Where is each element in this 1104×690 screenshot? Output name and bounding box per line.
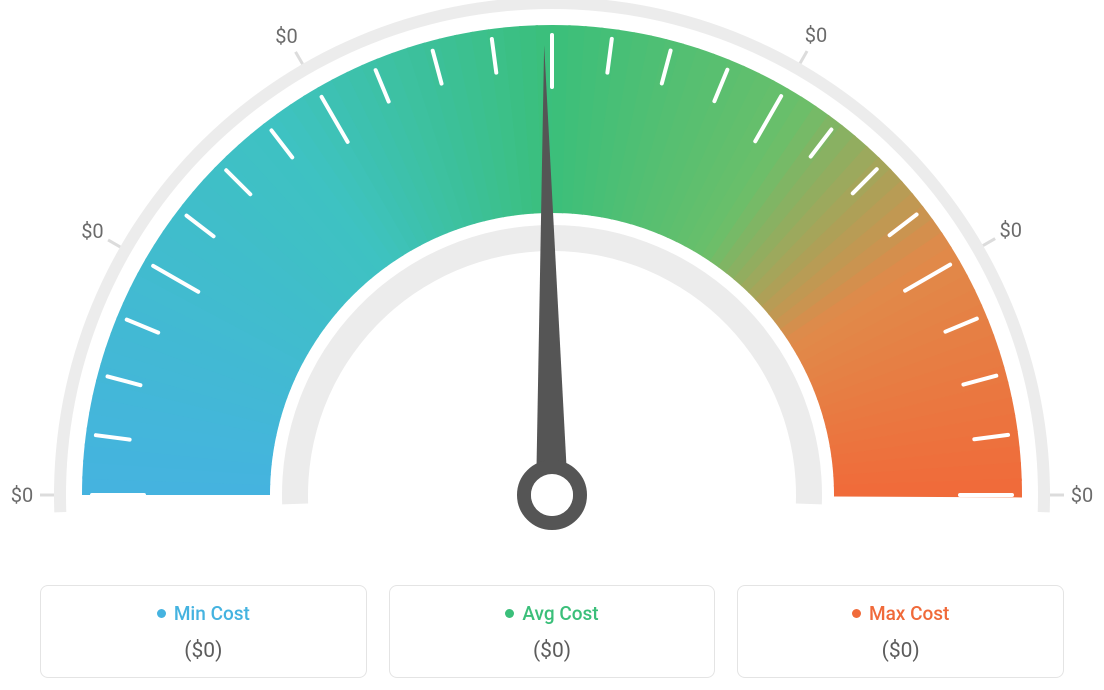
gauge-tick-label: $0 <box>805 23 827 47</box>
cost-gauge: $0$0$0$0$0$0$0 <box>0 0 1104 560</box>
dot-icon <box>852 609 861 618</box>
legend-row: Min Cost ($0) Avg Cost ($0) Max Cost ($0… <box>40 585 1064 678</box>
legend-label: Max Cost <box>869 602 949 625</box>
dot-icon <box>505 609 514 618</box>
gauge-tick-label: $0 <box>81 219 103 243</box>
legend-value-avg: ($0) <box>400 639 705 663</box>
legend-label: Min Cost <box>174 602 250 625</box>
gauge-tick-label: $0 <box>11 483 33 507</box>
legend-card-min: Min Cost ($0) <box>40 585 367 678</box>
gauge-tick-label: $0 <box>999 218 1021 242</box>
dot-icon <box>157 609 166 618</box>
legend-title-min: Min Cost <box>157 602 250 625</box>
legend-label: Avg Cost <box>522 602 598 625</box>
gauge-svg <box>0 0 1104 560</box>
legend-value-max: ($0) <box>748 639 1053 663</box>
gauge-tick-label: $0 <box>1071 483 1093 507</box>
gauge-tick-label: $0 <box>275 24 297 48</box>
legend-card-avg: Avg Cost ($0) <box>389 585 716 678</box>
legend-card-max: Max Cost ($0) <box>737 585 1064 678</box>
legend-title-max: Max Cost <box>852 602 949 625</box>
legend-value-min: ($0) <box>51 639 356 663</box>
legend-title-avg: Avg Cost <box>505 602 598 625</box>
